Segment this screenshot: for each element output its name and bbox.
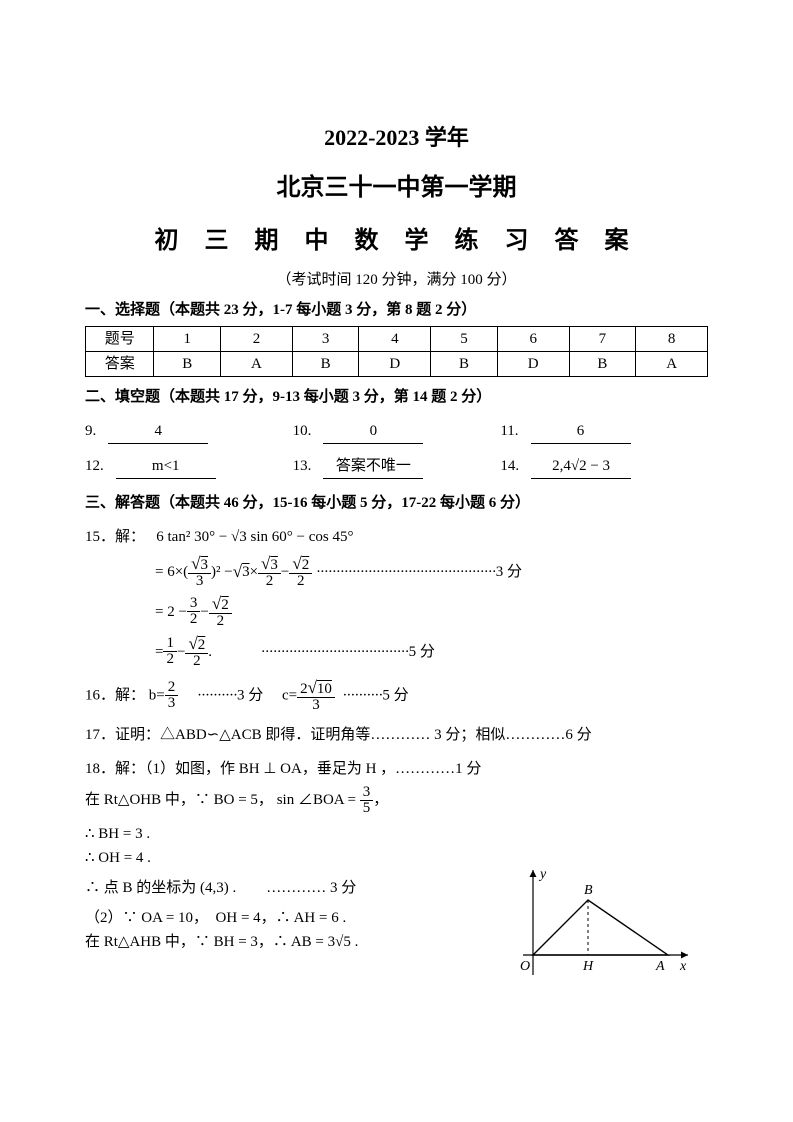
- score-dots: ········································…: [316, 560, 496, 584]
- fill-num: 11.: [500, 419, 518, 443]
- section2-header: 二、填空题（本题共 17 分，9-13 每小题 3 分，第 14 题 2 分）: [85, 385, 708, 409]
- title-school: 北京三十一中第一学期: [85, 169, 708, 207]
- col-header: 3: [292, 326, 359, 351]
- answer-cell: B: [569, 351, 636, 376]
- fill-row: 12. m<1 13. 答案不唯一 14. 2,4√2 − 3: [85, 454, 708, 479]
- q15-score1: 3 分: [496, 560, 522, 584]
- answer-cell: A: [636, 351, 708, 376]
- title-main: 初 三 期 中 数 学 练 习 答 案: [85, 222, 708, 260]
- q16-prefix: 16．解：: [85, 687, 145, 703]
- q18-line3: ∴ BH = 3 .: [85, 822, 708, 846]
- q18-line1: 18．解：（1）如图，作 BH ⊥ OA，垂足为 H ，…………1 分: [85, 757, 708, 781]
- fill-answer: 答案不唯一: [323, 454, 423, 479]
- q16-c: c=: [282, 687, 297, 703]
- fill-item: 14. 2,4√2 − 3: [500, 454, 708, 479]
- exam-info: （考试时间 120 分钟，满分 100 分）: [85, 268, 708, 292]
- q15-step2: = 2 − 32 − √22: [155, 595, 708, 629]
- q16-b: b=: [149, 687, 165, 703]
- q17: 17．证明：△ABD∽△ACB 即得．证明角等………… 3 分；相似…………6 …: [85, 723, 708, 747]
- score-dots: ··········: [197, 687, 237, 703]
- fill-num: 9.: [85, 419, 96, 443]
- score-dots: ·····································: [261, 640, 409, 664]
- label-x: x: [679, 959, 687, 974]
- table-row: 答案 B A B D B D B A: [86, 351, 708, 376]
- q15-score3: 5 分: [409, 640, 435, 664]
- q18-line2: 在 Rt△OHB 中，∵ BO = 5， sin ∠BOA = 35，: [85, 785, 708, 816]
- q15-prefix: 15．解：: [85, 529, 145, 545]
- fill-item: 9. 4: [85, 419, 293, 444]
- fill-row: 9. 4 10. 0 11. 6: [85, 419, 708, 444]
- fill-answer: 6: [531, 419, 631, 444]
- label-H: H: [582, 959, 594, 974]
- fill-answer: 4: [108, 419, 208, 444]
- q18-line2-suffix: ，: [373, 792, 388, 808]
- label-y: y: [538, 867, 547, 882]
- col-header: 7: [569, 326, 636, 351]
- section1-header: 一、选择题（本题共 23 分，1-7 每小题 3 分，第 8 题 2 分）: [85, 298, 708, 322]
- q16: 16．解： b=23 ··········3 分 c=2√103 ·······…: [85, 679, 708, 713]
- q15: 15．解： 6 tan² 30° − √3 sin 60° − cos 45° …: [85, 525, 708, 669]
- title-year: 2022-2023 学年: [85, 120, 708, 155]
- q18-line2-sin: sin ∠BOA =: [277, 792, 356, 808]
- fill-num: 12.: [85, 454, 104, 478]
- mc-answer-table: 题号 1 2 3 4 5 6 7 8 答案 B A B D B D B A: [85, 326, 708, 377]
- fill-item: 11. 6: [500, 419, 708, 444]
- q16-bscore: 3 分: [237, 687, 263, 703]
- label-A: A: [655, 959, 665, 974]
- q15-expr: 6 tan² 30° − √3 sin 60° − cos 45°: [156, 529, 353, 545]
- answer-cell: B: [431, 351, 498, 376]
- answer-cell: B: [154, 351, 221, 376]
- fill-num: 13.: [293, 454, 312, 478]
- answer-cell: A: [221, 351, 293, 376]
- q15-line1: 15．解： 6 tan² 30° − √3 sin 60° − cos 45°: [85, 525, 708, 549]
- table-row: 题号 1 2 3 4 5 6 7 8: [86, 326, 708, 351]
- label-B: B: [584, 883, 593, 898]
- col-header: 6: [497, 326, 569, 351]
- fill-item: 12. m<1: [85, 454, 293, 479]
- col-header: 1: [154, 326, 221, 351]
- answer-cell: D: [497, 351, 569, 376]
- row-label: 答案: [86, 351, 154, 376]
- row-label: 题号: [86, 326, 154, 351]
- fill-answer: m<1: [116, 454, 216, 479]
- q16-cscore: 5 分: [382, 687, 408, 703]
- label-O: O: [520, 959, 530, 974]
- fill-item: 13. 答案不唯一: [293, 454, 501, 479]
- col-header: 2: [221, 326, 293, 351]
- score-dots: ··········: [342, 687, 382, 703]
- col-header: 4: [359, 326, 431, 351]
- fill-answer: 2,4√2 − 3: [531, 454, 631, 479]
- q15-step3: = 12 − √22 . ···························…: [155, 635, 708, 669]
- fill-num: 14.: [500, 454, 519, 478]
- col-header: 5: [431, 326, 498, 351]
- q15-step1: = 6×(√33)² − √3×√32 − √22 ··············…: [155, 555, 708, 589]
- triangle-diagram: y x O B H A: [498, 860, 698, 990]
- q18-line2-prefix: 在 Rt△OHB 中，∵ BO = 5，: [85, 792, 273, 808]
- fill-item: 10. 0: [293, 419, 501, 444]
- answer-cell: D: [359, 351, 431, 376]
- fill-answer: 0: [323, 419, 423, 444]
- col-header: 8: [636, 326, 708, 351]
- answer-cell: B: [292, 351, 359, 376]
- section3-header: 三、解答题（本题共 46 分，15-16 每小题 5 分，17-22 每小题 6…: [85, 491, 708, 515]
- fill-num: 10.: [293, 419, 312, 443]
